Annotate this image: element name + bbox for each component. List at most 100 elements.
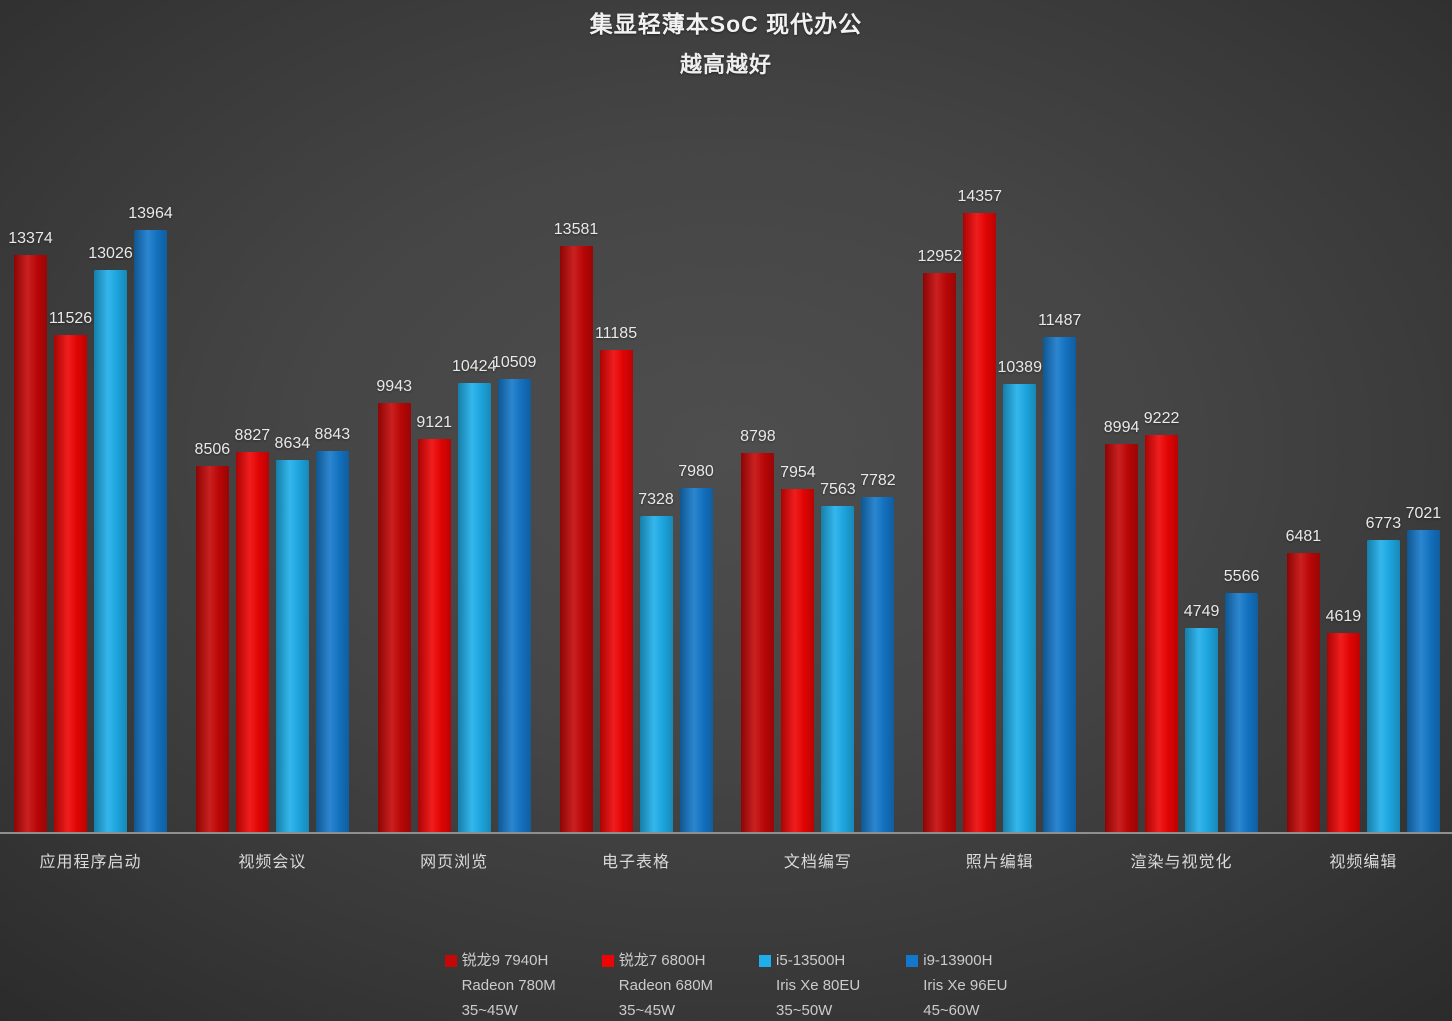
bar-value-label: 8994 xyxy=(1103,419,1140,437)
bar-value-label: 10424 xyxy=(451,357,497,375)
bar-value-label: 7328 xyxy=(638,491,674,509)
bar-value-label: 11487 xyxy=(1038,311,1082,329)
bar-series2-cat8: 4619 xyxy=(1326,608,1361,833)
bar-value-label: 7980 xyxy=(678,463,714,481)
category-label-6: 照片编辑 xyxy=(965,854,1034,871)
bar-series4-cat5: 7782 xyxy=(860,472,896,834)
bar-value-label: 14357 xyxy=(957,187,1002,205)
bar-series3-cat6: 10389 xyxy=(997,359,1042,833)
category-label-2: 视频会议 xyxy=(238,854,307,871)
bar-value-label: 6773 xyxy=(1365,515,1402,533)
bar-series3-cat4: 7328 xyxy=(638,491,674,833)
bar-value-label: 8634 xyxy=(274,435,311,453)
bar-series3-cat1: 13026 xyxy=(88,245,133,833)
bar-series4-cat8: 7021 xyxy=(1406,505,1441,834)
bar-value-label: 11526 xyxy=(48,310,93,328)
bar-group-6: 12952 14357 10389 11487 照片编辑 xyxy=(917,185,1081,871)
legend-series-power: 35~50W xyxy=(776,1002,833,1019)
bar-series3-cat8: 6773 xyxy=(1366,515,1401,833)
bar-value-label: 10509 xyxy=(491,354,537,372)
bar-series2-cat3: 9121 xyxy=(416,414,452,834)
category-label-1: 应用程序启动 xyxy=(39,854,142,871)
legend-series-name: i5-13500H xyxy=(776,952,846,969)
bar-value-label: 8798 xyxy=(740,427,776,445)
bar-series4-cat1: 13964 xyxy=(128,205,173,834)
bar-value-label: 4749 xyxy=(1183,602,1220,620)
bar-series1-cat1: 13374 xyxy=(8,230,53,833)
bar-value-label: 7563 xyxy=(820,481,856,499)
legend-item-1: 锐龙9 7940H Radeon 780M 35~45W xyxy=(444,948,556,1021)
legend-series-power: 35~45W xyxy=(461,1002,518,1019)
legend-series-name: 锐龙9 7940H xyxy=(461,952,549,969)
legend-series-gpu: Radeon 680M xyxy=(618,977,714,994)
bar-series4-cat6: 11487 xyxy=(1038,312,1081,834)
bar-series1-cat5: 8798 xyxy=(740,428,776,834)
category-label-3: 网页浏览 xyxy=(420,854,489,871)
bar-series1-cat3: 9943 xyxy=(376,378,412,833)
bar-series3-cat7: 4749 xyxy=(1184,603,1219,834)
legend-swatch-icon xyxy=(601,954,614,967)
legend-name-row: i9-13900H xyxy=(906,948,1007,973)
bar-series4-cat7: 5566 xyxy=(1224,568,1259,834)
bar-series2-cat4: 11185 xyxy=(595,325,637,834)
bar-value-label: 7021 xyxy=(1405,504,1442,522)
category-label-8: 视频编辑 xyxy=(1329,854,1398,871)
legend: 锐龙9 7940H Radeon 780M 35~45W 锐龙7 6800H Radeo… xyxy=(0,948,1452,1021)
bar-series4-cat2: 8843 xyxy=(315,426,350,833)
bar-series1-cat2: 8506 xyxy=(195,441,230,834)
bar-series2-cat7: 9222 xyxy=(1144,410,1179,834)
legend-series-power: 45~60W xyxy=(923,1002,980,1019)
plot-area: 13374 11526 13026 13964 应用程序启动 8506 8827 8634 88… xyxy=(8,185,1442,871)
bar-value-label: 13581 xyxy=(553,221,599,239)
bar-group-8: 6481 4619 6773 7021 视频编辑 xyxy=(1286,185,1442,871)
bar-group-4: 13581 11185 7328 7980 电子表格 xyxy=(554,185,714,871)
chart-title: 集显轻薄本SoC 现代办公 xyxy=(589,11,863,37)
legend-swatch-icon xyxy=(444,954,457,967)
legend-series-power: 35~45W xyxy=(618,1002,676,1019)
bar-value-label: 10389 xyxy=(997,359,1042,377)
legend-series-name: 锐龙7 6800H xyxy=(618,952,706,969)
bar-group-7: 8994 9222 4749 5566 渲染与视觉化 xyxy=(1104,185,1260,871)
bar-value-label: 13374 xyxy=(8,230,53,248)
category-label-7: 渲染与视觉化 xyxy=(1130,854,1233,871)
bar-value-label: 7954 xyxy=(780,464,816,482)
legend-item-3: i5-13500H Iris Xe 80EU 35~50W xyxy=(759,948,860,1021)
bar-value-label: 13964 xyxy=(128,204,173,222)
legend-item-2: 锐龙7 6800H Radeon 680M 35~45W xyxy=(601,948,714,1021)
x-axis-line xyxy=(0,832,1452,834)
bar-series2-cat5: 7954 xyxy=(780,464,816,833)
bar-value-label: 9222 xyxy=(1143,409,1180,427)
legend-series-name: i9-13900H xyxy=(923,952,993,969)
bar-series1-cat7: 8994 xyxy=(1104,419,1139,833)
bar-series4-cat4: 7980 xyxy=(678,463,714,833)
bar-group-5: 8798 7954 7563 7782 文档编写 xyxy=(740,185,896,871)
legend-series-gpu: Iris Xe 96EU xyxy=(923,977,1008,994)
category-label-5: 文档编写 xyxy=(783,854,852,871)
bar-value-label: 8827 xyxy=(234,426,271,444)
bar-value-label: 12952 xyxy=(917,248,962,266)
bar-group-2: 8506 8827 8634 8843 视频会议 xyxy=(195,185,351,871)
bar-value-label: 8506 xyxy=(194,440,231,458)
bar-series1-cat6: 12952 xyxy=(917,248,962,833)
bar-value-label: 6481 xyxy=(1285,528,1322,546)
bar-value-label: 8843 xyxy=(314,426,351,443)
bar-series1-cat8: 6481 xyxy=(1286,528,1321,833)
bar-series4-cat3: 10509 xyxy=(492,354,536,833)
legend-swatch-icon xyxy=(906,954,919,967)
bar-value-label: 11185 xyxy=(594,324,638,342)
bar-series1-cat4: 13581 xyxy=(554,221,598,833)
bar-series3-cat3: 10424 xyxy=(452,358,496,834)
bar-series2-cat6: 14357 xyxy=(957,188,1002,834)
category-label-4: 电子表格 xyxy=(602,854,671,871)
bar-value-label: 5566 xyxy=(1223,567,1260,585)
bar-group-3: 9943 9121 10424 10509 网页浏览 xyxy=(376,185,536,871)
bar-series2-cat2: 8827 xyxy=(235,427,270,834)
bar-value-label: 9943 xyxy=(376,378,412,396)
bar-value-label: 4619 xyxy=(1325,608,1362,626)
bar-series3-cat2: 8634 xyxy=(275,435,310,833)
bar-group-1: 13374 11526 13026 13964 应用程序启动 xyxy=(8,185,173,871)
chart-subtitle: 越高越好 xyxy=(679,52,772,77)
bar-series3-cat5: 7563 xyxy=(820,481,856,833)
bar-value-label: 9121 xyxy=(416,413,452,431)
